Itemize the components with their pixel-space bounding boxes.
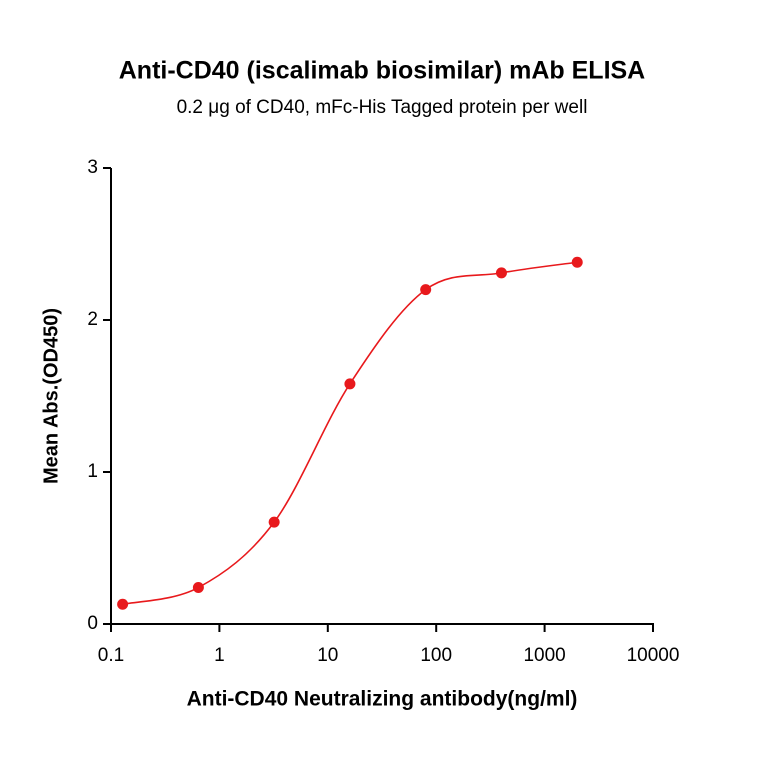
chart-title: Anti-CD40 (iscalimab biosimilar) mAb ELI… <box>119 57 646 85</box>
y-tick-label: 2 <box>87 309 98 330</box>
chart-subtitle: 0.2 μg of CD40, mFc-His Tagged protein p… <box>177 97 588 118</box>
x-tick-label: 10000 <box>627 645 680 666</box>
y-axis-label: Mean Abs.(OD450) <box>40 308 62 484</box>
y-tick-label: 3 <box>87 157 98 178</box>
data-point <box>495 267 507 279</box>
fit-line <box>122 261 578 606</box>
x-tick-label: 0.1 <box>98 645 124 666</box>
y-tick-label: 1 <box>87 461 98 482</box>
x-tick-label: 1 <box>214 645 225 666</box>
data-point <box>117 598 129 610</box>
data-point <box>344 378 356 390</box>
data-point <box>268 516 280 528</box>
data-point <box>192 582 204 594</box>
data-point <box>420 284 432 296</box>
x-axis-label: Anti-CD40 Neutralizing antibody(ng/ml) <box>187 688 578 711</box>
data-point <box>571 256 583 268</box>
y-tick-label: 0 <box>87 613 98 634</box>
x-tick-label: 10 <box>317 645 338 666</box>
x-tick-label: 1000 <box>523 645 565 666</box>
x-tick-label: 100 <box>420 645 452 666</box>
